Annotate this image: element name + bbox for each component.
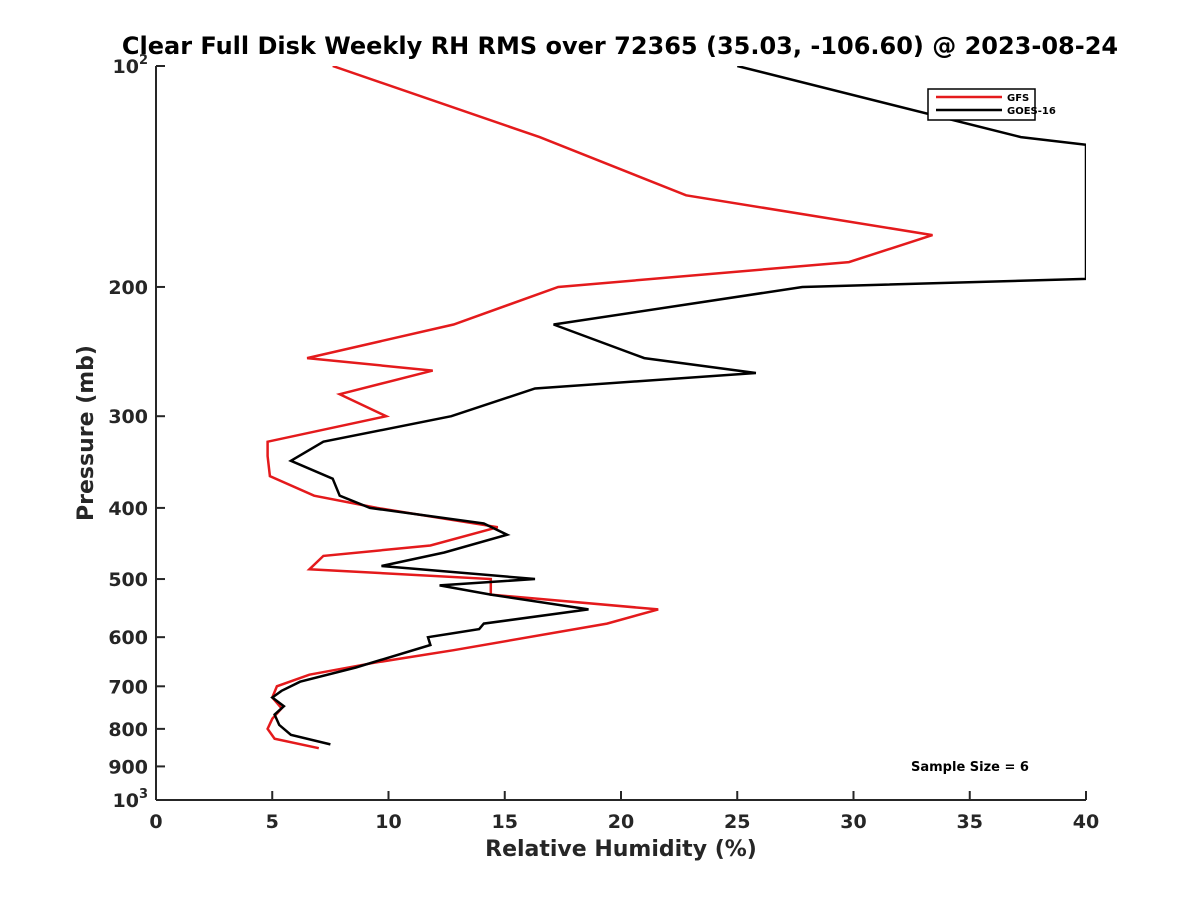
series-line-goes16 <box>270 66 1086 746</box>
y-tick-label: 700 <box>108 676 148 698</box>
x-tick-label: 30 <box>840 811 866 833</box>
y-tick-label: 200 <box>108 277 148 299</box>
y-tick-label: 102 <box>113 53 149 78</box>
legend-label-gfs: GFS <box>1007 93 1029 104</box>
x-tick-label: 40 <box>1073 811 1099 833</box>
x-tick-label: 15 <box>492 811 518 833</box>
series-layer <box>266 66 1086 750</box>
y-tick-label: 900 <box>108 756 148 778</box>
legend-label-goes16: GOES-16 <box>1007 106 1056 117</box>
x-tick-label: 0 <box>149 811 162 833</box>
x-axis-ticks: 0 5 10 15 20 25 30 35 40 <box>149 791 1099 833</box>
legend-box <box>927 88 1036 121</box>
y-tick-label: 300 <box>108 406 148 428</box>
series-line-gfs <box>266 66 933 750</box>
chart-title: Clear Full Disk Weekly RH RMS over 72365… <box>122 32 1118 60</box>
y-tick-label: 600 <box>108 627 148 649</box>
sample-size-annotation: Sample Size = 6 <box>911 760 1029 775</box>
x-tick-label: 10 <box>375 811 401 833</box>
y-axis-label: Pressure (mb) <box>74 345 99 521</box>
y-tick-label: 103 <box>113 787 149 812</box>
legend: GFS GOES-16 <box>927 88 1056 121</box>
x-tick-label: 35 <box>957 811 983 833</box>
x-axis-label: Relative Humidity (%) <box>485 837 757 862</box>
x-tick-label: 25 <box>724 811 750 833</box>
y-tick-label: 400 <box>108 498 148 520</box>
y-tick-label: 500 <box>108 569 148 591</box>
y-tick-label: 800 <box>108 719 148 741</box>
x-tick-label: 20 <box>608 811 634 833</box>
x-tick-label: 5 <box>266 811 279 833</box>
y-axis-ticks: 102 200 300 400 500 600 700 800 900 103 <box>108 53 165 812</box>
